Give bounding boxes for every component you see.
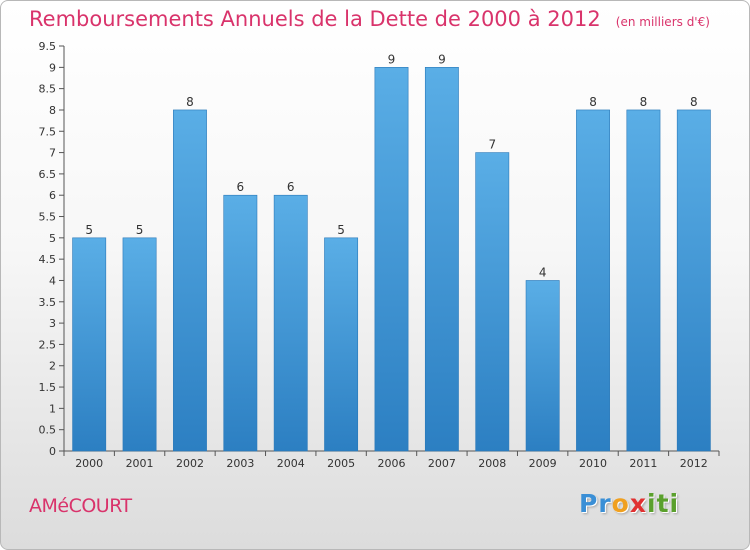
bar-2001 <box>122 237 157 452</box>
x-tick-label-2008: 2008 <box>478 457 506 470</box>
chart-title: Remboursements Annuels de la Dette de 20… <box>29 7 710 31</box>
y-tick-label: 7 <box>49 147 56 160</box>
x-axis: 2000 2001 2002 2003 2004 2005 2006 2007 2008 2009… <box>63 450 720 470</box>
y-tick-label: 6.5 <box>39 168 57 181</box>
data-label-2011: 8 <box>640 95 648 109</box>
x-tick-label-2005: 2005 <box>327 457 355 470</box>
bar-2012 <box>676 109 711 452</box>
x-tick-label-2010: 2010 <box>579 457 607 470</box>
y-tick-label: 3.5 <box>39 296 57 309</box>
y-tick-label: 0.5 <box>39 424 57 437</box>
bar-2005 <box>324 237 359 452</box>
data-label-2003: 6 <box>237 180 245 194</box>
data-label-2009: 4 <box>539 265 547 279</box>
logo-letter: i <box>647 489 657 518</box>
x-tick-label-2000: 2000 <box>75 457 103 470</box>
bar-2008 <box>475 152 510 452</box>
y-tick-label: 3 <box>49 317 56 330</box>
data-label-2001: 5 <box>136 223 144 237</box>
data-label-2008: 7 <box>488 138 496 152</box>
bar-2010 <box>576 109 610 452</box>
bar-2011 <box>626 109 661 452</box>
data-label-2004: 6 <box>287 180 295 194</box>
logo-letter: i <box>669 489 680 518</box>
y-tick-label: 5.5 <box>39 211 57 224</box>
x-tick-label-2002: 2002 <box>176 457 204 470</box>
x-tick-label-2012: 2012 <box>680 457 708 470</box>
x-tick-label-2009: 2009 <box>529 457 557 470</box>
x-tick-label-2001: 2001 <box>126 457 154 470</box>
x-tick-label-2007: 2007 <box>428 457 456 470</box>
bars: 5 5 8 6 6 5 9 9 7 4 8 8 8 <box>72 52 711 452</box>
y-tick-label: 4 <box>49 274 56 287</box>
y-tick-label: 5 <box>49 232 56 245</box>
commune-name: AMéCOURT <box>29 495 132 517</box>
y-axis: 0 0.5 1 1.5 2 2.5 3 3.5 4 4.5 5 5.5 6 6.5 7 7.5 8 8.5 9 9.5 <box>39 40 65 458</box>
y-tick-label: 9 <box>49 61 56 74</box>
chart-unit: (en milliers d'€) <box>615 15 710 29</box>
y-tick-label: 2.5 <box>39 338 57 351</box>
bar-2006 <box>374 67 409 452</box>
y-tick-label: 2 <box>49 360 56 373</box>
x-tick-label-2011: 2011 <box>629 457 657 470</box>
y-tick-label: 9.5 <box>39 40 57 53</box>
chart-title-text: Remboursements Annuels de la Dette de 20… <box>29 7 601 31</box>
data-label-2005: 5 <box>337 223 345 237</box>
data-label-2000: 5 <box>85 223 93 237</box>
logo-letter: o <box>611 489 630 518</box>
logo-letter: x <box>629 489 647 518</box>
y-tick-label: 6 <box>49 189 56 202</box>
y-tick-label: 4.5 <box>39 253 57 266</box>
bar-2000 <box>72 237 107 452</box>
y-tick-label: 1.5 <box>39 381 57 394</box>
x-tick-label-2006: 2006 <box>378 457 406 470</box>
data-label-2006: 9 <box>388 52 396 66</box>
bar-2003 <box>223 194 258 452</box>
data-label-2012: 8 <box>690 95 698 109</box>
bar-2007 <box>424 67 459 452</box>
data-label-2007: 9 <box>438 52 446 66</box>
bar-2004 <box>273 194 308 452</box>
data-label-2010: 8 <box>589 95 597 109</box>
y-tick-label: 8.5 <box>39 83 57 96</box>
x-tick-label-2004: 2004 <box>277 457 305 470</box>
bar-2009 <box>525 280 560 452</box>
logo-letter: r <box>598 489 612 518</box>
proxiti-logo: Proxiti <box>579 489 679 518</box>
y-tick-label: 1 <box>49 402 56 415</box>
y-tick-label: 0 <box>49 445 56 458</box>
logo-letter: P <box>579 489 599 518</box>
logo-letter: t <box>656 489 670 518</box>
y-tick-label: 8 <box>49 104 56 117</box>
y-tick-label: 7.5 <box>39 125 57 138</box>
data-label-2002: 8 <box>186 95 194 109</box>
x-tick-label-2003: 2003 <box>226 457 254 470</box>
bar-2002 <box>173 109 207 452</box>
